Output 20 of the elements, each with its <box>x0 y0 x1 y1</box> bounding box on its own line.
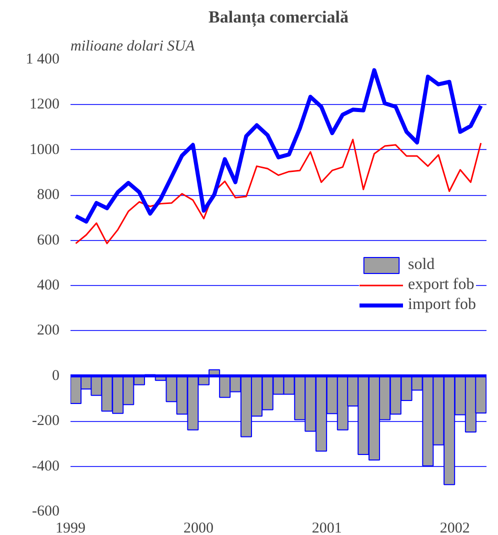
y-tick-label: 800 <box>37 187 60 204</box>
y-tick-label: -400 <box>32 458 60 474</box>
x-tick-label: 2001 <box>312 520 342 535</box>
x-tick-label: 2002 <box>440 520 470 535</box>
chart-title: Balanța comercială <box>208 8 349 28</box>
x-tick-label: 2000 <box>184 520 214 535</box>
y-tick-label: 1200 <box>30 96 60 113</box>
y-tick-label: -600 <box>32 504 60 520</box>
y-axis-title: milioane dolari SUA <box>70 38 196 54</box>
y-tick-label: 200 <box>37 322 60 339</box>
legend-label: export fob <box>408 276 474 294</box>
legend-label: import fob <box>408 296 476 314</box>
y-tick-label: -200 <box>32 413 60 430</box>
y-tick-label: 400 <box>37 278 60 294</box>
y-tick-label: 0 <box>52 368 60 384</box>
legend-label: sold <box>408 256 435 274</box>
y-tick-label: 1000 <box>30 142 60 158</box>
y-tick-label: 600 <box>37 232 60 248</box>
y-tick-label: 1 400 <box>26 52 60 68</box>
x-tick-label: 1999 <box>56 520 86 535</box>
